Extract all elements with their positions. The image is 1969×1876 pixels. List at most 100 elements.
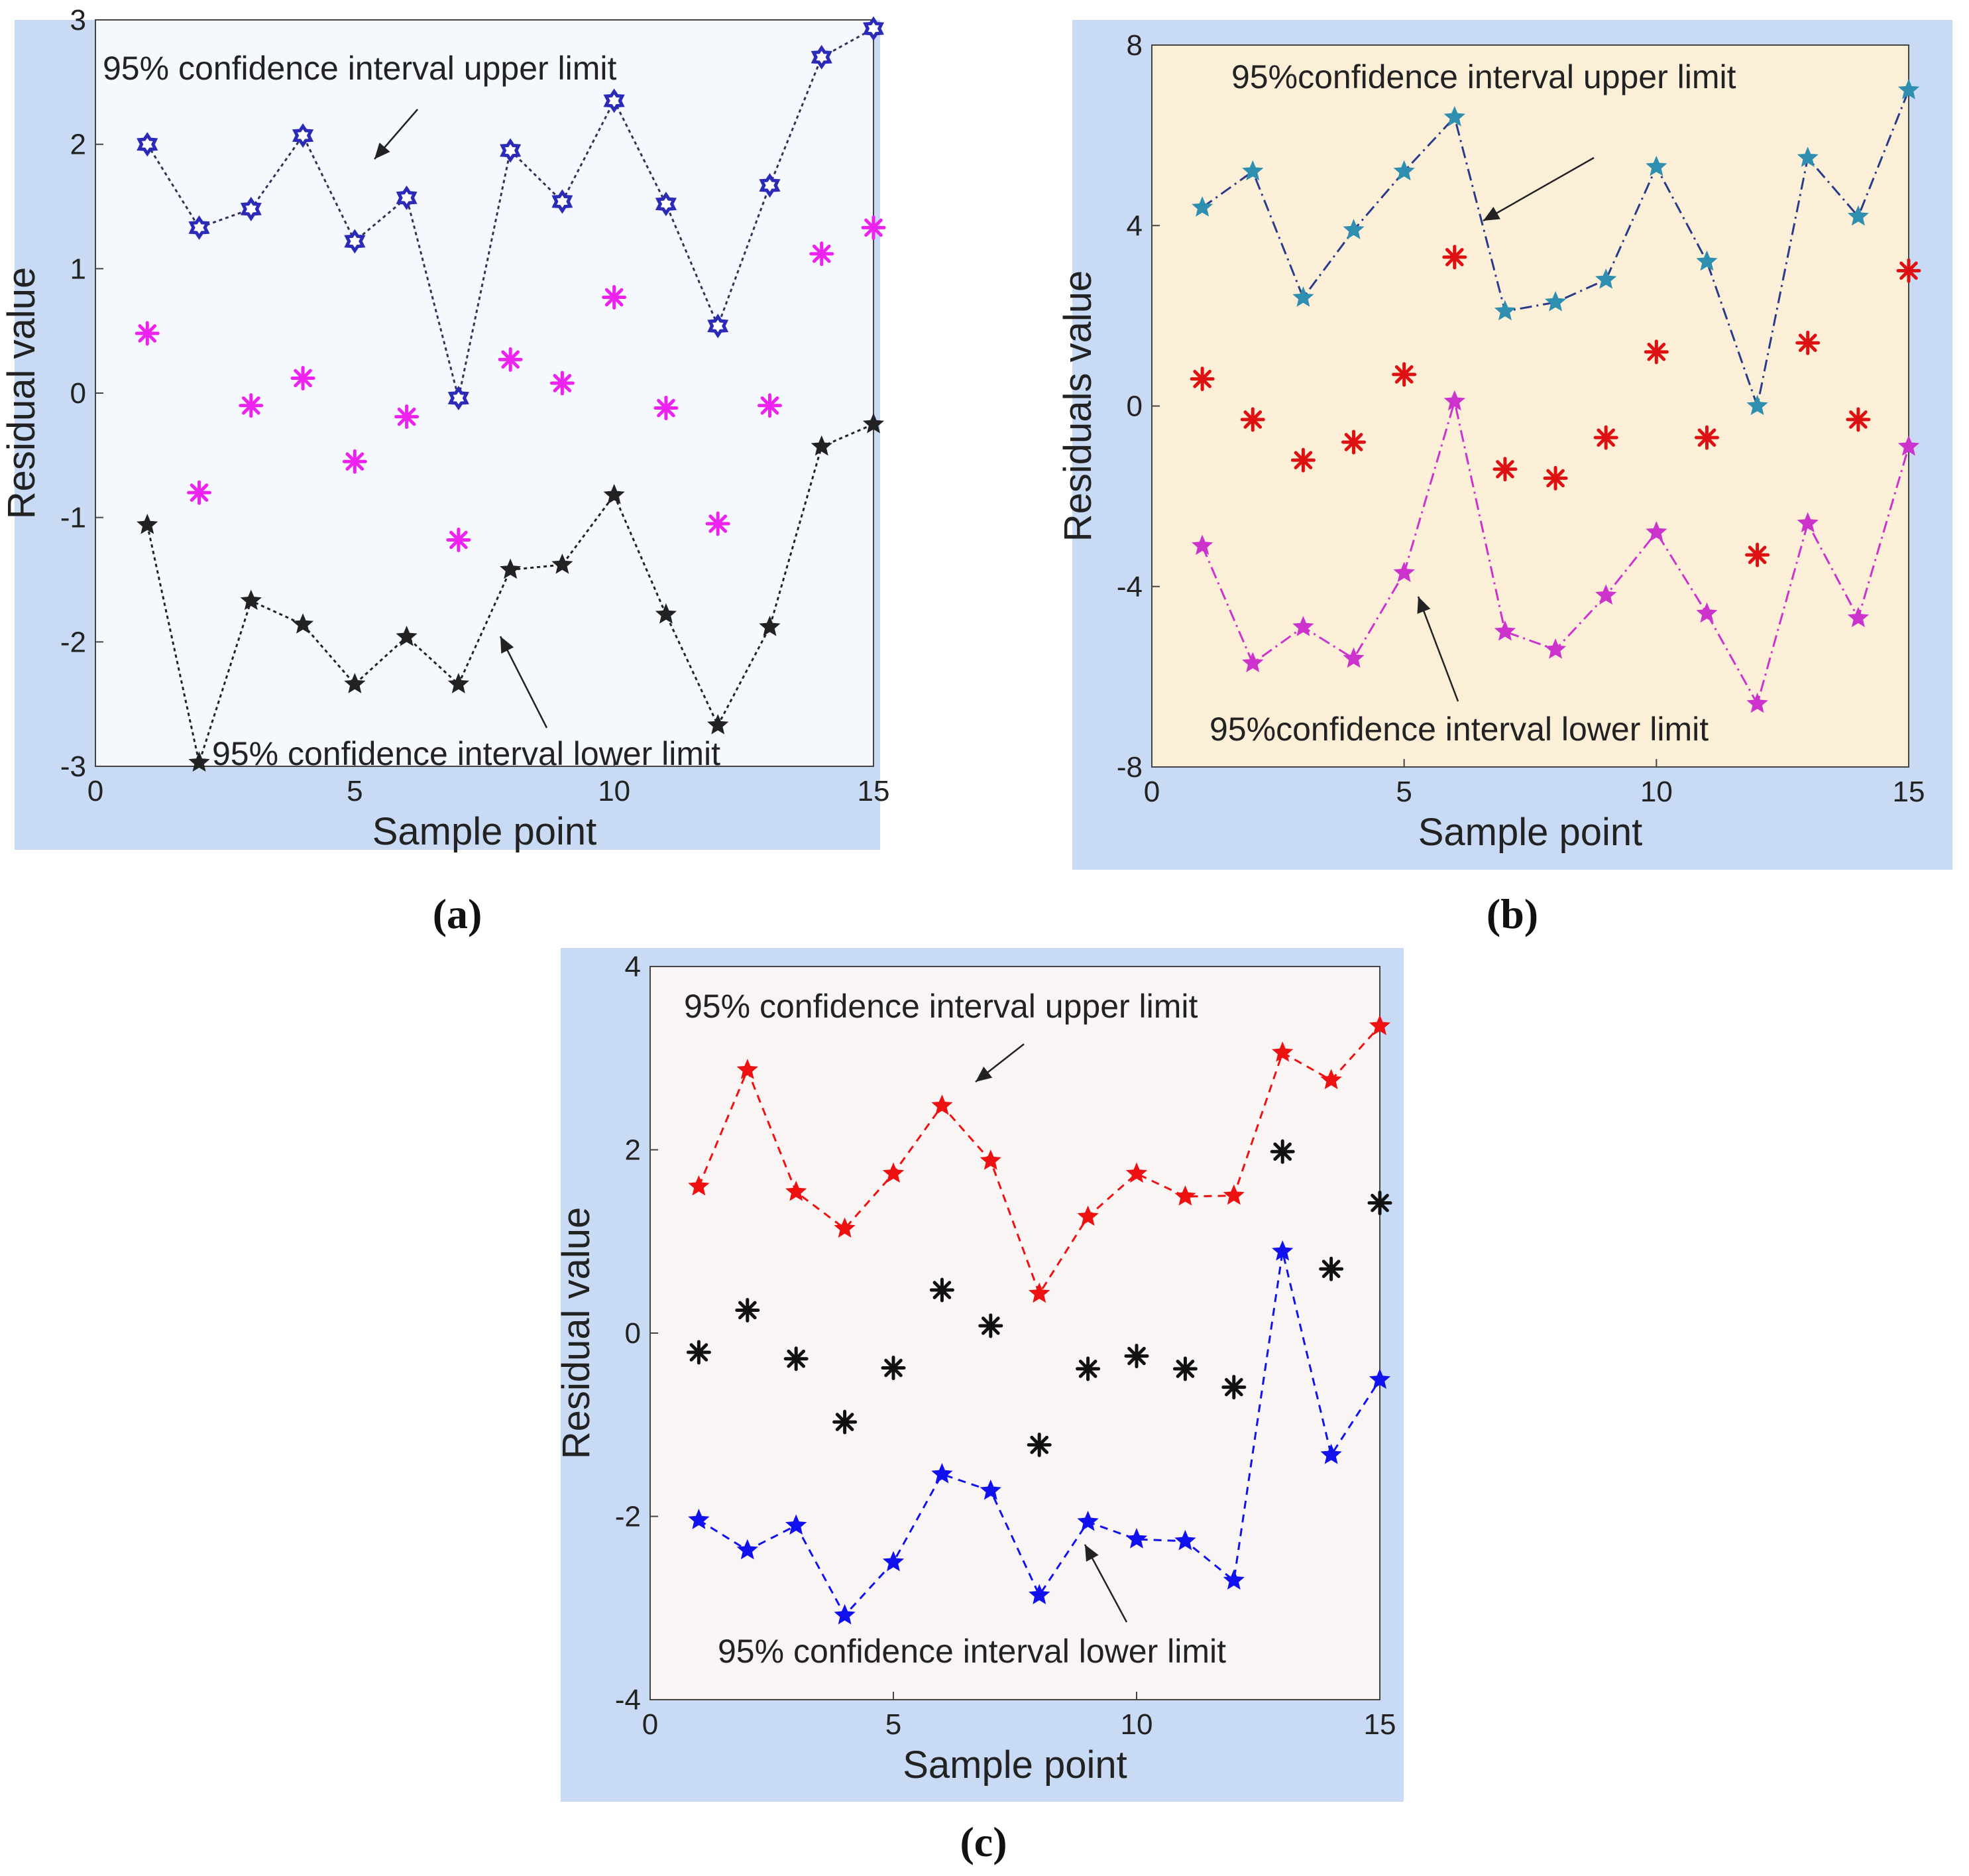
point-lower: [1696, 602, 1718, 623]
y-tick-label: 3: [70, 4, 86, 36]
point-residual: [187, 480, 212, 505]
point-residual: [881, 1356, 906, 1381]
point-upper: [344, 229, 366, 254]
point-upper: [396, 185, 418, 210]
caption-c: (c): [960, 1818, 1007, 1865]
point-lower: [1494, 620, 1516, 641]
point-upper: [1077, 1205, 1099, 1226]
point-lower: [1292, 616, 1314, 636]
point-residual: [653, 396, 679, 421]
panel-a: 0 5 10 15 -3 -2 -1 0 1 2 3 Sample point Residual val…: [0, 4, 889, 853]
series-line-upper: [698, 1025, 1381, 1296]
annotation-upper: 95%confidence interval upper limit: [1231, 58, 1736, 95]
point-lower: [292, 613, 314, 634]
x-tick-label: 0: [642, 1708, 658, 1741]
point-residual: [1392, 362, 1417, 387]
y-tick-label: -2: [615, 1501, 641, 1533]
point-residual: [1795, 330, 1821, 355]
point-upper: [1369, 1014, 1391, 1035]
point-lower: [240, 589, 262, 611]
point-lower: [1272, 1240, 1294, 1261]
y-tick-label: -4: [615, 1684, 641, 1716]
x-tick-label: 15: [1893, 776, 1925, 808]
point-lower: [603, 483, 625, 504]
point-lower: [1897, 435, 1920, 456]
point-lower: [811, 435, 832, 456]
annotation-arrow: [499, 636, 548, 729]
y-tick-label: -4: [1117, 571, 1143, 603]
y-tick-label: 0: [625, 1317, 641, 1350]
point-lower: [1369, 1368, 1391, 1389]
point-upper: [240, 196, 262, 221]
point-residual: [861, 215, 886, 240]
panel-b: 0 5 10 15 -8 -4 0 4 8 Sample point Residuals value…: [1056, 20, 1952, 870]
panel-c: 0 5 10 15 -4 -2 0 2 4 Sample point Residual value 9…: [555, 948, 1404, 1802]
annotation-arrowhead: [976, 1067, 993, 1082]
annotation-arrowhead: [1085, 1545, 1099, 1562]
x-tick-label: 10: [1640, 776, 1673, 808]
point-residual: [1027, 1433, 1052, 1458]
plot-area: [649, 966, 1380, 1700]
y-tick-label: -1: [60, 502, 86, 534]
plot-area: [95, 19, 874, 767]
point-lower: [1320, 1443, 1342, 1464]
point-upper: [603, 88, 625, 113]
point-upper: [500, 138, 522, 163]
x-tick-label: 5: [347, 775, 363, 807]
point-residual: [1076, 1356, 1101, 1381]
x-axis-label: Sample point: [1418, 811, 1643, 854]
point-upper: [1443, 105, 1465, 127]
point-upper: [137, 132, 158, 157]
point-residual: [135, 321, 160, 346]
point-residual: [1593, 425, 1618, 450]
y-tick-label: -8: [1117, 751, 1143, 784]
point-upper: [759, 173, 781, 198]
point-lower: [1646, 521, 1667, 542]
point-lower: [344, 673, 366, 693]
point-upper: [1897, 79, 1920, 99]
point-residual: [549, 371, 575, 396]
series-line-lower: [146, 423, 874, 767]
annotation-arrowhead: [500, 636, 514, 654]
point-lower: [862, 412, 885, 434]
point-upper: [707, 314, 729, 339]
point-residual: [929, 1277, 954, 1303]
point-lower: [1343, 647, 1365, 668]
point-upper: [1746, 394, 1768, 416]
y-axis-label: Residual value: [555, 1207, 598, 1459]
y-tick-label: 4: [625, 951, 641, 983]
point-residual: [705, 511, 730, 536]
point-residual: [735, 1297, 760, 1322]
annotation-arrow: [1483, 156, 1595, 222]
point-residual: [602, 284, 627, 310]
point-residual: [783, 1346, 809, 1372]
y-tick-label: 2: [625, 1134, 641, 1167]
point-lower: [882, 1551, 905, 1572]
annotation-lower: 95%confidence interval lower limit: [1210, 711, 1709, 748]
point-residual: [757, 393, 782, 418]
point-upper: [655, 192, 677, 217]
point-residual: [498, 347, 523, 372]
point-residual: [1124, 1344, 1149, 1369]
point-upper: [1174, 1185, 1196, 1206]
point-lower: [1595, 584, 1617, 605]
point-upper: [882, 1162, 905, 1183]
point-lower: [1192, 534, 1213, 556]
point-residual: [1896, 258, 1921, 283]
annotation-arrowhead: [1483, 207, 1500, 221]
point-lower: [396, 625, 418, 646]
annotation-lower: 95% confidence interval lower limit: [212, 735, 720, 772]
y-tick-label: 4: [1127, 209, 1143, 242]
point-upper: [834, 1217, 856, 1238]
plot-area: [1151, 44, 1909, 768]
point-lower: [834, 1604, 856, 1625]
point-lower: [500, 558, 522, 579]
y-tick-label: 1: [70, 253, 86, 285]
point-lower: [1125, 1528, 1148, 1549]
point-residual: [394, 404, 420, 430]
point-residual: [1367, 1191, 1392, 1216]
point-upper: [1242, 160, 1264, 181]
point-residual: [239, 393, 264, 418]
point-upper: [292, 123, 314, 148]
